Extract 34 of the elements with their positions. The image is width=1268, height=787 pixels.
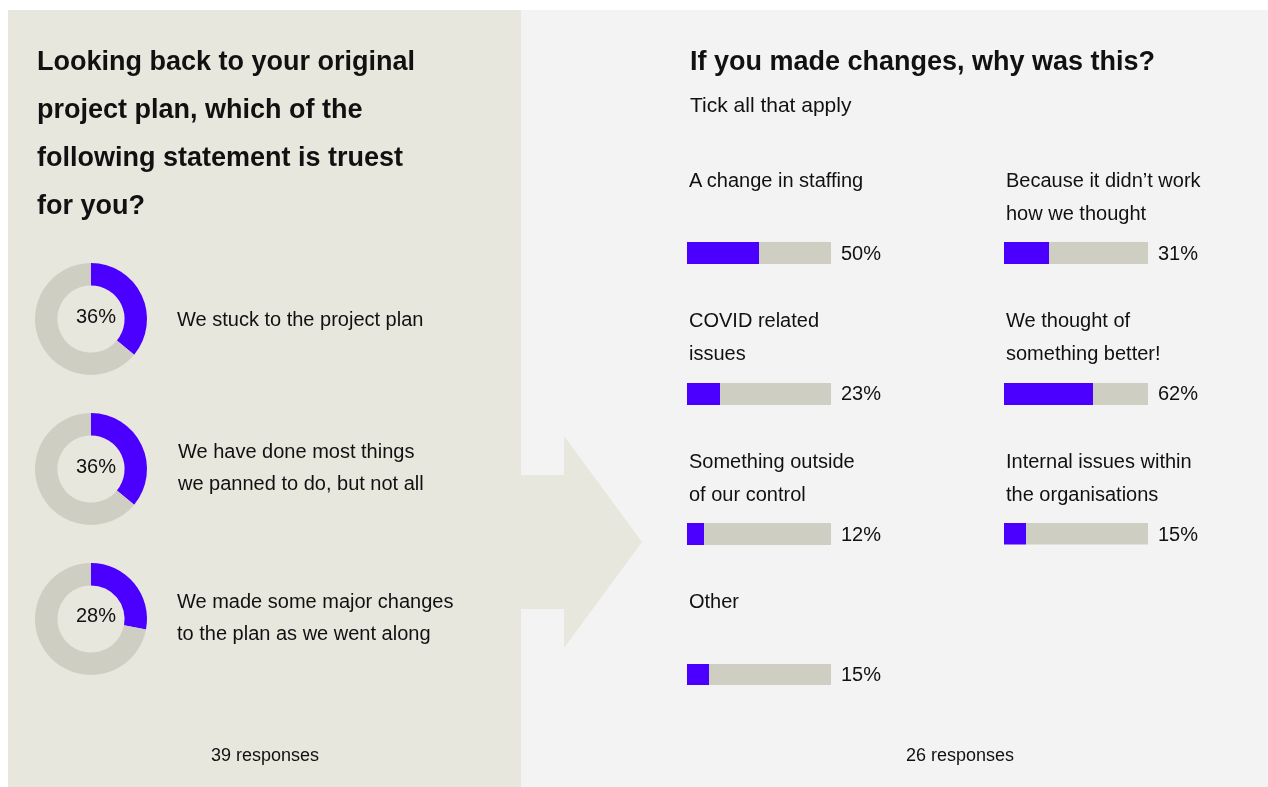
donut-slice xyxy=(35,263,135,375)
bar xyxy=(1004,241,1049,264)
bar xyxy=(1004,382,1093,405)
chart-subtitle: Tick all that apply xyxy=(690,93,852,116)
bar xyxy=(1049,241,1148,264)
text: If you made changes, why was this? xyxy=(690,46,1156,76)
slice-label: We made some major changes to the plan as we went along xyxy=(177,590,454,644)
text: 26 responses xyxy=(906,745,1015,765)
data-label: 23% xyxy=(841,382,882,404)
data-label: 36% xyxy=(76,455,117,477)
donut-slice xyxy=(35,413,135,525)
slice-label: We stuck to the project plan xyxy=(177,308,424,330)
data-label: 50% xyxy=(841,242,882,264)
bar xyxy=(1093,382,1148,405)
donut-slice xyxy=(35,563,147,675)
y-tick-label: Something outside of our control xyxy=(689,450,855,505)
text: 39 responses xyxy=(211,745,320,765)
data-label: 36% xyxy=(76,305,117,327)
data-label: 62% xyxy=(1158,382,1199,404)
slice-label: We have done most things we panned to do, but not all xyxy=(177,440,424,494)
y-tick-label: COVID related issues xyxy=(689,309,820,364)
bar xyxy=(1004,522,1026,545)
y-tick-label: Because it didn’t work how we thought xyxy=(1006,169,1202,224)
y-tick-label: Other xyxy=(689,590,740,612)
bar xyxy=(1026,522,1148,545)
y-tick-label: A change in staffing xyxy=(689,169,864,191)
y-tick-label: Internal issues within the organisations xyxy=(1006,450,1192,505)
data-label: 31% xyxy=(1158,242,1199,264)
data-label: 15% xyxy=(841,663,882,685)
data-label: 15% xyxy=(1158,523,1199,545)
y-tick-label: We thought of something better! xyxy=(1006,309,1161,364)
chart-title: Looking back to your original project plan, which of the following statement is truest for you? xyxy=(37,46,416,220)
data-label: 28% xyxy=(76,604,117,626)
data-label: 12% xyxy=(841,523,882,545)
